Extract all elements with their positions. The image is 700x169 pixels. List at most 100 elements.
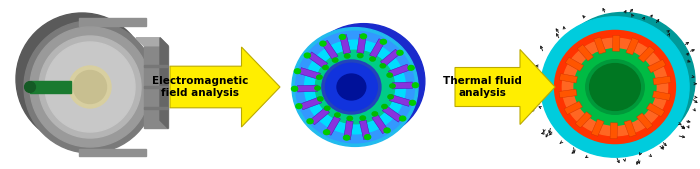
Text: Thermal fluid
analysis: Thermal fluid analysis — [443, 76, 522, 98]
Polygon shape — [578, 45, 594, 61]
Ellipse shape — [316, 75, 322, 79]
Ellipse shape — [296, 104, 302, 108]
Polygon shape — [653, 76, 671, 85]
Ellipse shape — [541, 17, 689, 157]
Ellipse shape — [380, 39, 386, 44]
Polygon shape — [455, 50, 555, 125]
Polygon shape — [592, 119, 604, 136]
Ellipse shape — [315, 86, 321, 90]
Ellipse shape — [382, 104, 387, 108]
Ellipse shape — [321, 60, 382, 117]
Ellipse shape — [380, 64, 386, 68]
Ellipse shape — [337, 74, 366, 100]
Ellipse shape — [388, 95, 393, 99]
Polygon shape — [610, 123, 617, 139]
Polygon shape — [652, 91, 671, 100]
Polygon shape — [381, 49, 400, 66]
Polygon shape — [372, 115, 389, 134]
Bar — [144, 107, 168, 109]
Ellipse shape — [316, 50, 395, 124]
Bar — [30, 81, 71, 93]
Circle shape — [30, 27, 150, 147]
Polygon shape — [646, 103, 665, 117]
Polygon shape — [559, 74, 578, 83]
Bar — [144, 65, 168, 67]
Polygon shape — [359, 120, 370, 139]
Ellipse shape — [340, 34, 346, 39]
Polygon shape — [624, 120, 636, 137]
Polygon shape — [389, 64, 410, 77]
Polygon shape — [638, 46, 654, 62]
Polygon shape — [325, 116, 340, 135]
Polygon shape — [136, 38, 168, 46]
Ellipse shape — [554, 30, 675, 143]
Ellipse shape — [551, 13, 695, 149]
Ellipse shape — [326, 63, 377, 111]
Polygon shape — [170, 47, 280, 127]
Ellipse shape — [365, 135, 371, 139]
Ellipse shape — [295, 69, 300, 74]
Circle shape — [45, 42, 135, 132]
Circle shape — [25, 82, 36, 92]
Polygon shape — [390, 95, 411, 106]
Polygon shape — [307, 52, 328, 68]
Polygon shape — [626, 38, 639, 55]
Ellipse shape — [344, 54, 350, 58]
Polygon shape — [299, 68, 321, 79]
Ellipse shape — [586, 60, 644, 114]
Ellipse shape — [562, 38, 668, 136]
Ellipse shape — [358, 54, 363, 58]
Circle shape — [16, 13, 148, 145]
Circle shape — [39, 36, 141, 138]
Polygon shape — [344, 121, 354, 140]
Ellipse shape — [390, 84, 395, 88]
Ellipse shape — [372, 112, 377, 116]
Polygon shape — [370, 39, 385, 58]
Ellipse shape — [304, 40, 405, 134]
Ellipse shape — [335, 113, 340, 117]
Polygon shape — [300, 97, 321, 110]
Polygon shape — [160, 38, 168, 128]
Ellipse shape — [302, 24, 425, 139]
Polygon shape — [594, 37, 606, 54]
Circle shape — [69, 66, 111, 108]
Polygon shape — [648, 59, 666, 73]
Bar — [144, 46, 168, 128]
Ellipse shape — [589, 64, 640, 110]
Polygon shape — [392, 82, 413, 89]
Polygon shape — [298, 85, 318, 92]
Polygon shape — [357, 34, 366, 53]
Circle shape — [74, 70, 106, 103]
Ellipse shape — [320, 41, 326, 46]
Ellipse shape — [347, 116, 353, 120]
Bar — [78, 149, 146, 156]
Polygon shape — [575, 112, 592, 128]
Ellipse shape — [387, 73, 393, 77]
Polygon shape — [564, 101, 582, 115]
Ellipse shape — [324, 106, 330, 110]
Ellipse shape — [323, 65, 328, 69]
Ellipse shape — [574, 49, 656, 125]
Ellipse shape — [410, 100, 416, 105]
Polygon shape — [340, 34, 351, 54]
Polygon shape — [321, 40, 338, 59]
Polygon shape — [636, 113, 652, 129]
Ellipse shape — [304, 53, 310, 58]
Circle shape — [24, 21, 156, 153]
Ellipse shape — [400, 116, 406, 121]
Ellipse shape — [332, 58, 338, 62]
Ellipse shape — [360, 34, 367, 39]
Polygon shape — [382, 106, 402, 122]
Ellipse shape — [295, 31, 414, 143]
Ellipse shape — [344, 135, 350, 140]
Ellipse shape — [370, 57, 375, 61]
Text: Electromagnetic
field analysis: Electromagnetic field analysis — [152, 76, 248, 98]
Ellipse shape — [291, 86, 298, 91]
Ellipse shape — [397, 50, 403, 55]
Polygon shape — [559, 89, 577, 98]
Ellipse shape — [408, 65, 414, 70]
Ellipse shape — [412, 83, 419, 88]
Ellipse shape — [323, 130, 330, 135]
Ellipse shape — [384, 128, 390, 133]
Polygon shape — [566, 57, 584, 71]
